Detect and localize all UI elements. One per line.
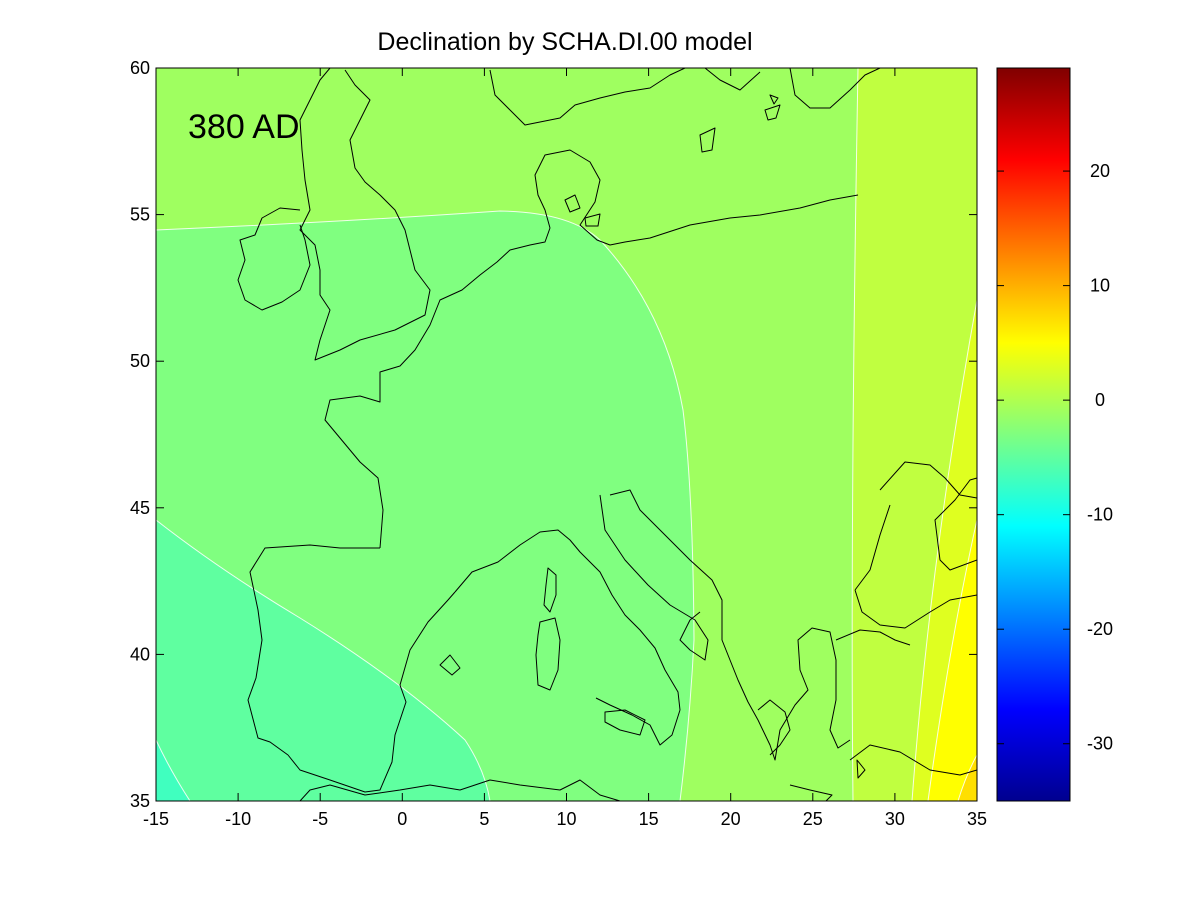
colorbar-tick-label: 20 bbox=[1090, 161, 1110, 181]
coastline-sardinia bbox=[535, 617, 561, 691]
colorbar bbox=[996, 67, 1071, 802]
coastline-black-sea bbox=[854, 461, 977, 629]
y-tick-label: 40 bbox=[130, 644, 150, 664]
colorbar-axis: 20 10 0 -10 -20 -30 bbox=[997, 161, 1113, 754]
x-tick-label: 25 bbox=[803, 809, 823, 829]
colorbar-tick-label: 10 bbox=[1090, 276, 1110, 296]
coastline-denmark-islands bbox=[564, 94, 781, 227]
colorbar-tick-label: 0 bbox=[1095, 390, 1105, 410]
coastline-great-britain bbox=[299, 68, 431, 361]
coastline-adriatic bbox=[599, 489, 851, 761]
x-tick-label: 30 bbox=[885, 809, 905, 829]
coastline-italy-south bbox=[595, 697, 681, 746]
x-axis: -15 -10 -5 0 5 10 15 20 25 30 35 bbox=[143, 68, 987, 829]
x-tick-label: 20 bbox=[721, 809, 741, 829]
y-tick-label: 45 bbox=[130, 498, 150, 518]
coastline-north-sea bbox=[534, 149, 859, 246]
coastline-scandinavia bbox=[489, 68, 881, 126]
y-tick-label: 35 bbox=[130, 791, 150, 811]
x-tick-label: -5 bbox=[312, 809, 328, 829]
x-tick-label: -10 bbox=[225, 809, 251, 829]
coastline-ireland bbox=[237, 207, 311, 311]
contour-band-aqua bbox=[156, 740, 190, 801]
chart-title: Declination by SCHA.DI.00 model bbox=[377, 28, 752, 56]
coastline-sicily bbox=[604, 709, 646, 736]
x-tick-label: 15 bbox=[639, 809, 659, 829]
coastline-balearic bbox=[439, 654, 461, 676]
coastline-crete-cyprus bbox=[789, 759, 866, 801]
coastline-iberia bbox=[247, 544, 456, 793]
y-tick-label: 60 bbox=[130, 58, 150, 78]
declination-map bbox=[156, 68, 977, 801]
coastline-france-lowlands bbox=[324, 227, 551, 549]
x-tick-label: -15 bbox=[143, 809, 169, 829]
y-axis: 35 40 45 50 55 60 bbox=[130, 58, 977, 811]
coastlines bbox=[237, 68, 977, 801]
contour-band-yellow bbox=[928, 520, 977, 801]
y-tick-label: 50 bbox=[130, 351, 150, 371]
x-tick-label: 5 bbox=[479, 809, 489, 829]
colorbar-tick-label: -10 bbox=[1087, 505, 1113, 525]
x-tick-label: 35 bbox=[967, 809, 987, 829]
colorbar-tick-label: -20 bbox=[1087, 619, 1113, 639]
x-tick-label: 10 bbox=[556, 809, 576, 829]
contour-lines bbox=[156, 68, 977, 801]
colorbar-tick-label: -30 bbox=[1087, 734, 1113, 754]
contour-band-teal bbox=[156, 520, 490, 801]
coastline-greece bbox=[757, 699, 791, 756]
coastline-mediterranean-north bbox=[454, 529, 681, 711]
coastline-turkey bbox=[835, 629, 977, 776]
epoch-label: 380 AD bbox=[188, 108, 300, 146]
coastline-north-africa bbox=[299, 779, 621, 801]
y-tick-label: 55 bbox=[130, 205, 150, 225]
coastline-corsica bbox=[543, 567, 557, 613]
contour-band-orange bbox=[958, 755, 977, 801]
x-tick-label: 0 bbox=[397, 809, 407, 829]
